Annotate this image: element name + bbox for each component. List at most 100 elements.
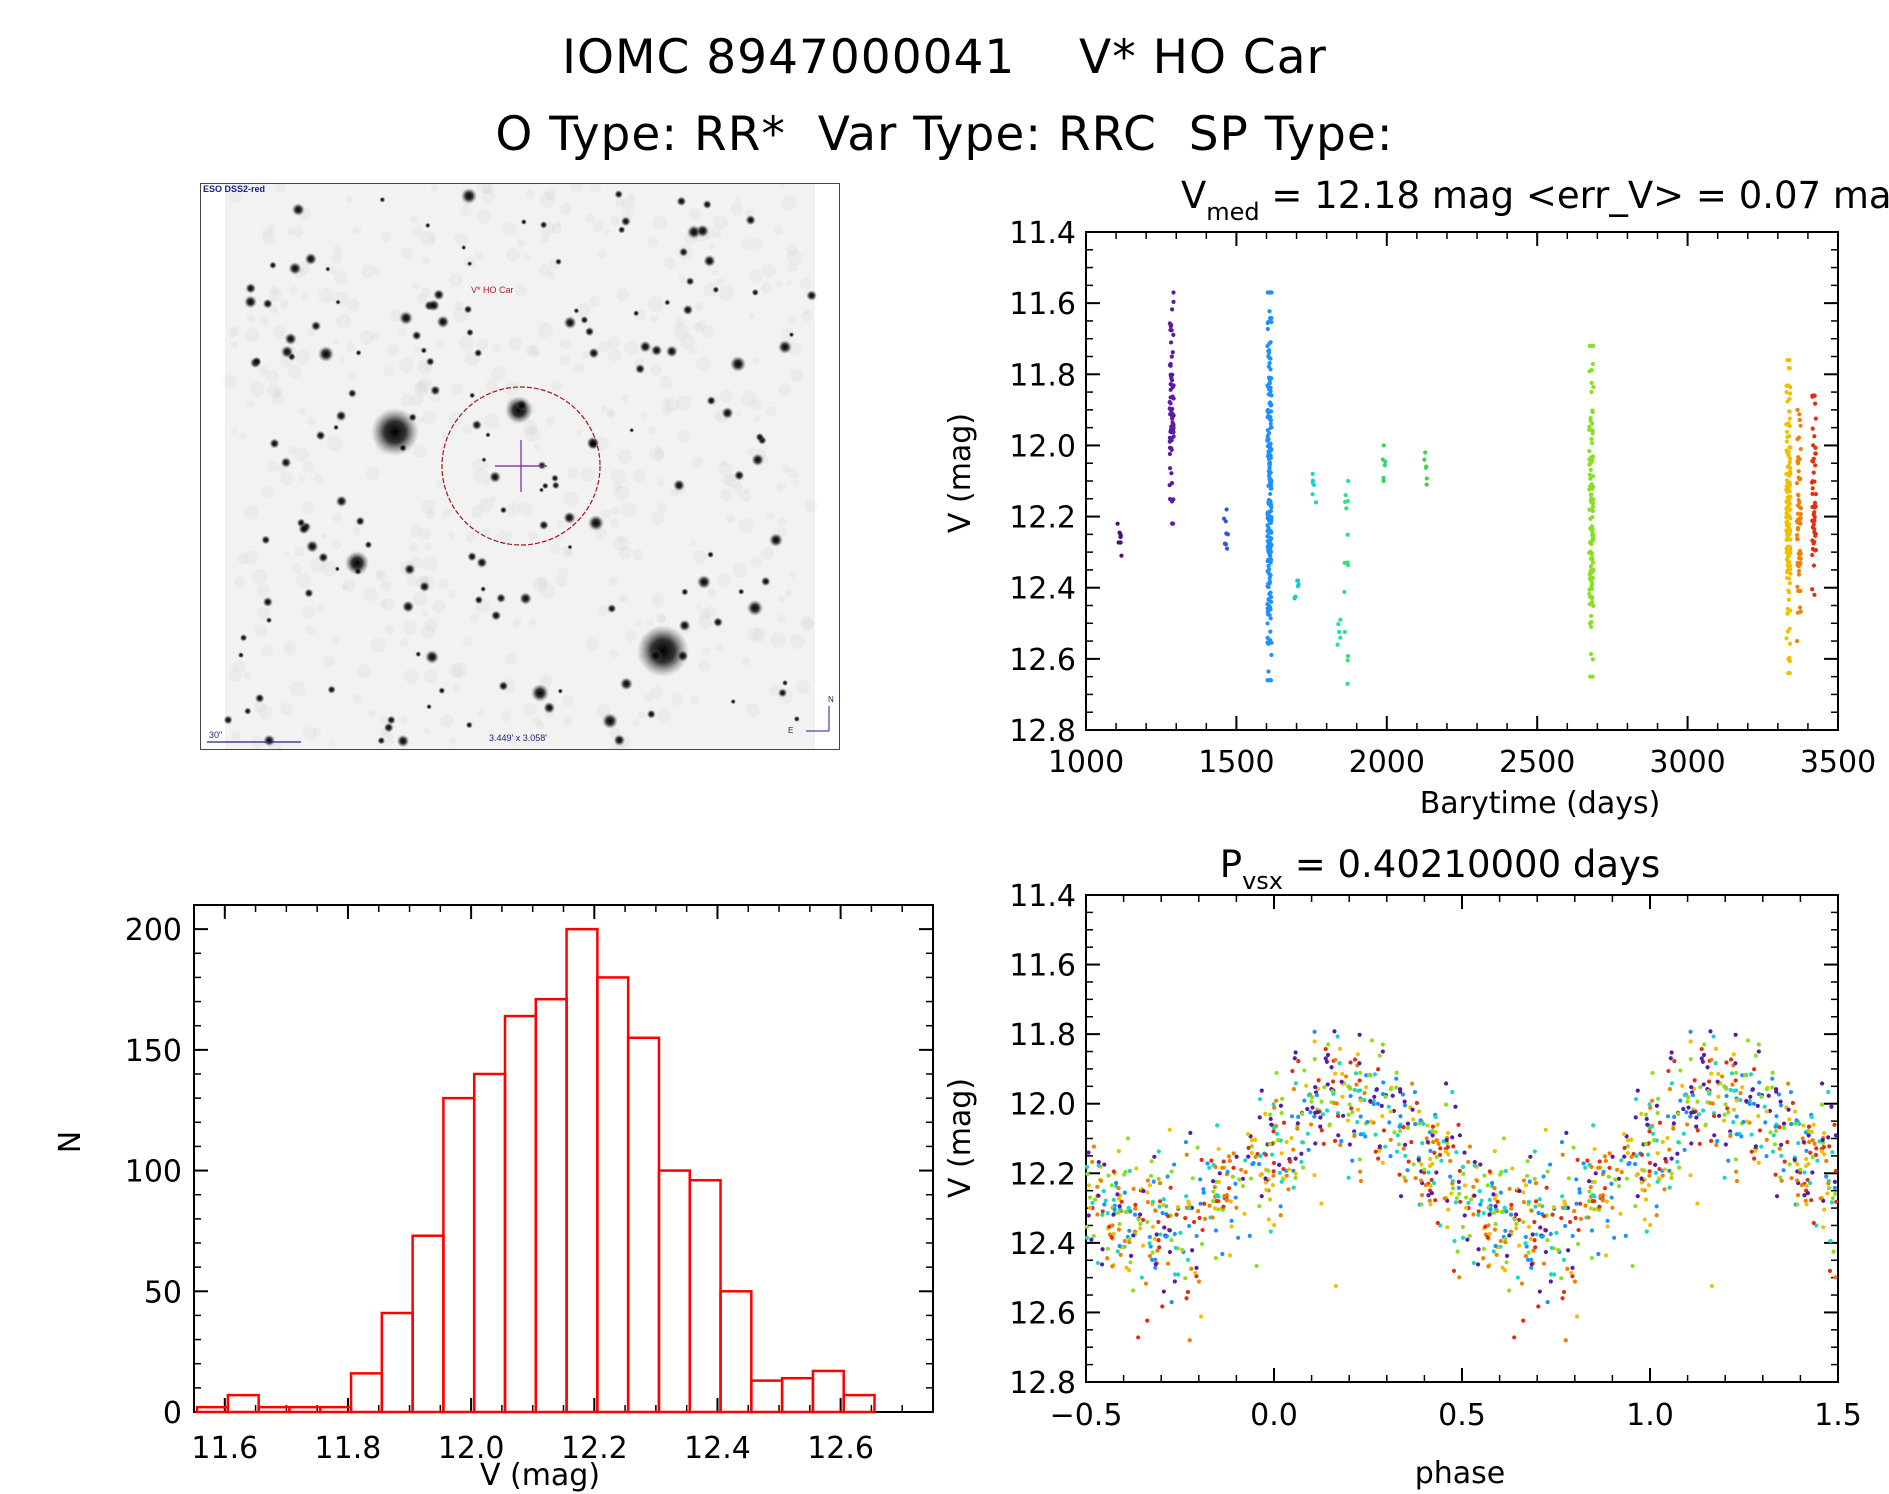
data-point bbox=[1368, 1098, 1373, 1104]
data-point bbox=[1433, 1129, 1438, 1135]
data-point bbox=[1813, 1152, 1819, 1157]
data-point bbox=[1517, 1243, 1522, 1248]
star bbox=[304, 588, 314, 598]
data-point bbox=[1216, 1179, 1221, 1185]
data-point bbox=[1259, 1194, 1264, 1199]
data-point bbox=[1167, 466, 1173, 471]
histogram-bar bbox=[195, 1405, 230, 1414]
data-point bbox=[1292, 1056, 1297, 1061]
data-point bbox=[1168, 401, 1173, 406]
star bbox=[223, 715, 233, 725]
sky-noise bbox=[410, 214, 419, 223]
data-point bbox=[1517, 1217, 1522, 1223]
data-point bbox=[1785, 495, 1790, 500]
data-point bbox=[1133, 1206, 1138, 1211]
data-point bbox=[1731, 1120, 1736, 1125]
data-point bbox=[1145, 1318, 1150, 1323]
data-point bbox=[1669, 1175, 1674, 1180]
data-point bbox=[1338, 635, 1343, 640]
data-point bbox=[1803, 1163, 1809, 1169]
light-curve-ylabel: V (mag) bbox=[943, 413, 978, 533]
data-point bbox=[1398, 1114, 1403, 1119]
sky-noise bbox=[289, 681, 306, 698]
sky-noise bbox=[505, 502, 521, 517]
data-point bbox=[1381, 1080, 1386, 1085]
data-point bbox=[1306, 1093, 1311, 1098]
sky-noise bbox=[474, 250, 484, 260]
data-point bbox=[1657, 1120, 1663, 1125]
sky-noise bbox=[421, 256, 430, 265]
data-point bbox=[1745, 1038, 1751, 1043]
x-tick-label: 11.8 bbox=[315, 1431, 382, 1466]
star bbox=[265, 617, 273, 624]
data-point bbox=[1772, 1142, 1777, 1147]
data-point bbox=[1588, 651, 1594, 657]
sky-noise bbox=[527, 426, 538, 436]
data-point bbox=[1476, 1212, 1481, 1217]
sky-noise bbox=[753, 357, 760, 364]
sky-noise bbox=[430, 184, 439, 192]
data-point bbox=[1456, 1122, 1461, 1127]
data-point bbox=[1220, 1165, 1225, 1170]
data-point bbox=[1256, 1161, 1262, 1167]
data-point bbox=[1318, 1124, 1323, 1129]
data-point bbox=[1538, 1225, 1543, 1230]
data-point bbox=[1327, 1122, 1332, 1127]
data-point bbox=[1344, 506, 1349, 511]
data-point bbox=[1647, 1102, 1652, 1107]
data-point bbox=[1463, 1205, 1469, 1210]
sky-noise bbox=[417, 377, 433, 393]
data-point bbox=[1784, 636, 1789, 641]
chart-title-line1: IOMC 8947000041 V* HO Car bbox=[562, 30, 1327, 85]
data-point bbox=[1776, 1092, 1782, 1097]
sky-noise bbox=[563, 491, 580, 508]
data-point bbox=[1154, 1232, 1159, 1237]
sky-noise bbox=[559, 355, 571, 366]
data-point bbox=[1669, 1156, 1674, 1161]
data-point bbox=[1450, 1135, 1455, 1140]
data-point bbox=[1242, 1211, 1247, 1216]
data-point bbox=[1410, 1081, 1415, 1086]
data-point bbox=[1813, 416, 1818, 421]
sky-noise bbox=[411, 394, 424, 406]
data-point bbox=[1533, 1245, 1538, 1250]
data-point bbox=[1210, 1199, 1216, 1204]
data-point bbox=[1448, 1174, 1453, 1179]
data-point bbox=[1225, 1169, 1230, 1174]
sky-noise bbox=[550, 543, 561, 554]
data-point bbox=[1465, 1237, 1470, 1242]
sky-noise bbox=[786, 249, 803, 266]
data-point bbox=[1756, 1049, 1761, 1054]
data-point bbox=[1796, 497, 1801, 503]
data-point bbox=[1152, 1236, 1157, 1241]
data-point bbox=[1492, 1185, 1497, 1191]
sky-noise bbox=[595, 436, 609, 451]
data-point bbox=[1614, 1167, 1620, 1172]
data-point bbox=[1764, 1154, 1769, 1159]
data-point bbox=[1293, 594, 1298, 599]
data-point bbox=[1332, 1029, 1337, 1034]
data-point bbox=[1442, 1196, 1447, 1201]
sky-noise bbox=[399, 638, 409, 648]
data-point bbox=[1383, 1094, 1388, 1099]
sky-noise bbox=[551, 223, 562, 234]
data-point bbox=[1167, 445, 1173, 450]
data-point bbox=[1263, 1111, 1268, 1116]
data-point bbox=[1199, 1157, 1204, 1162]
star bbox=[551, 481, 560, 490]
data-point bbox=[1677, 1165, 1682, 1170]
data-point bbox=[1632, 1161, 1638, 1167]
data-point bbox=[1289, 1135, 1294, 1141]
sky-noise bbox=[559, 337, 572, 350]
data-point bbox=[1390, 1093, 1395, 1098]
data-point bbox=[1494, 1252, 1499, 1257]
data-point bbox=[1158, 1232, 1163, 1237]
star bbox=[243, 707, 252, 715]
data-point bbox=[1345, 658, 1350, 663]
data-point bbox=[1373, 1132, 1378, 1137]
star bbox=[769, 533, 783, 547]
data-point bbox=[1265, 436, 1270, 441]
data-point bbox=[1521, 1178, 1527, 1183]
data-point bbox=[1671, 1126, 1676, 1131]
data-point bbox=[1671, 1121, 1676, 1126]
